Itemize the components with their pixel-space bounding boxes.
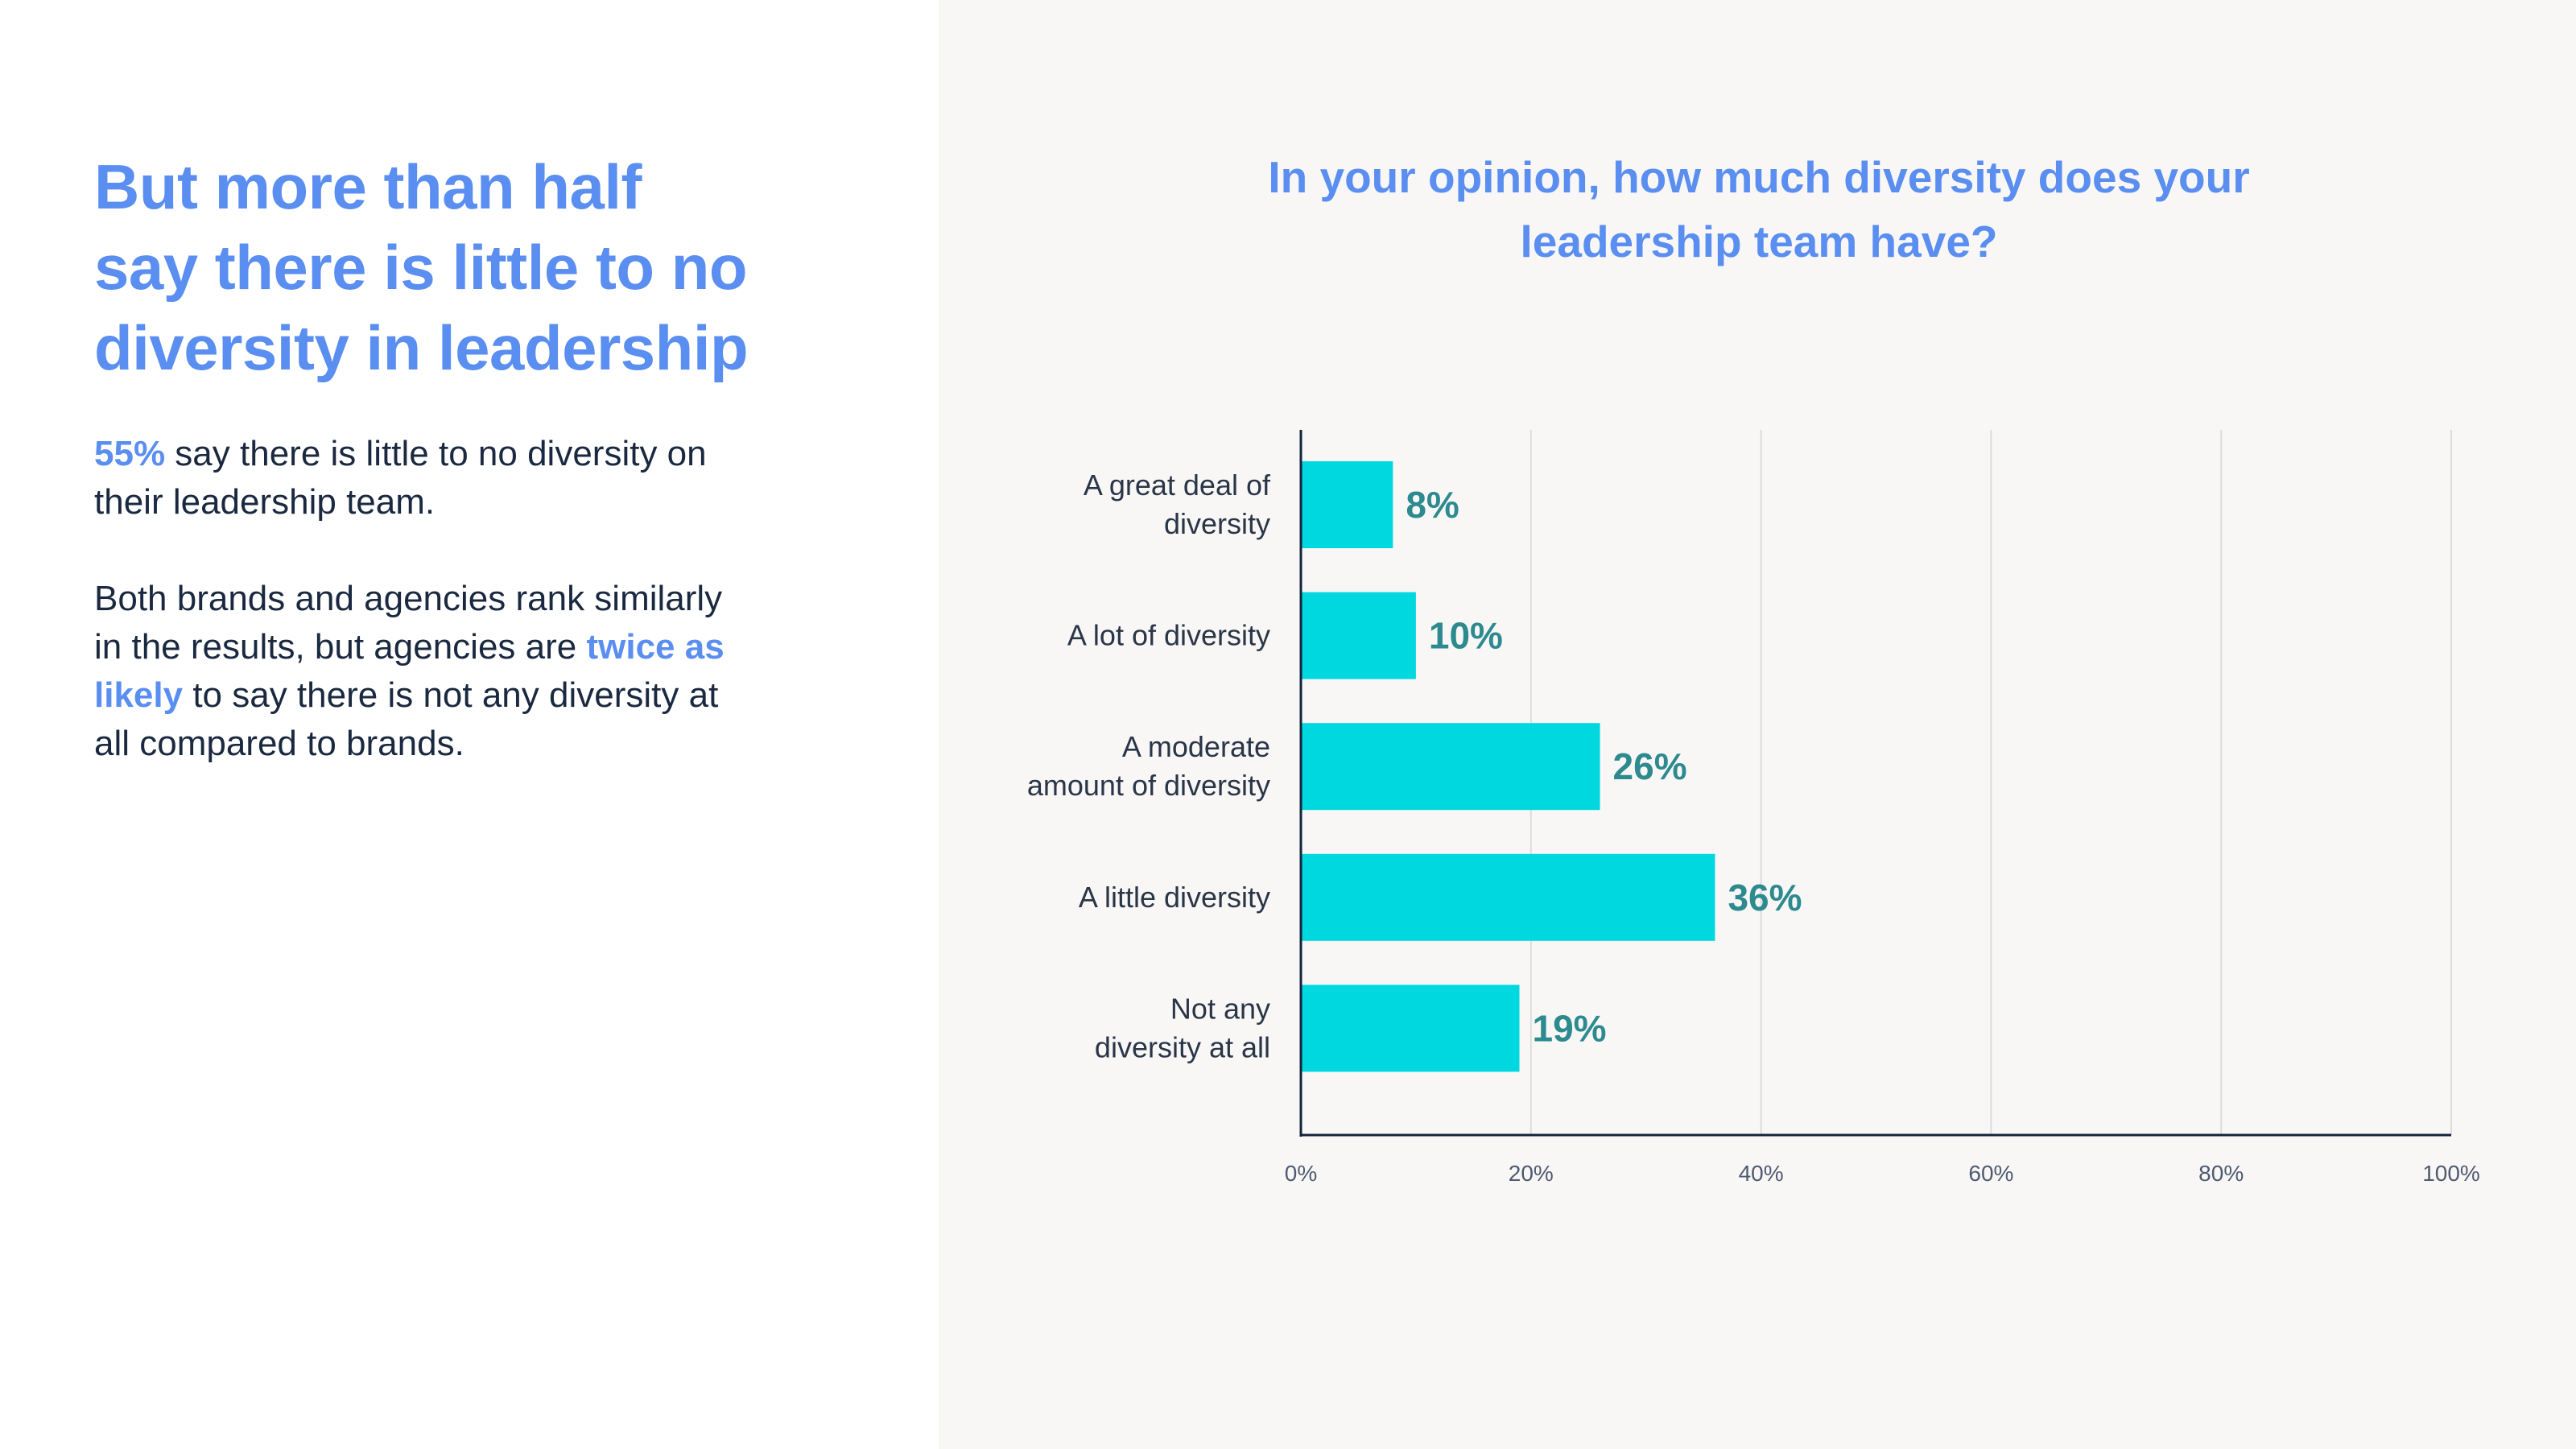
- headline-line: diversity in leadership: [94, 312, 749, 383]
- highlight-stat: 55%: [94, 434, 166, 473]
- category-label: A little diversity: [1079, 881, 1270, 914]
- chart-title: In your opinion, how much diversity does…: [1208, 145, 2310, 274]
- text: their leadership team.: [94, 482, 436, 522]
- text: say there is little to no diversity on: [165, 434, 707, 473]
- x-tick-label: 80%: [2198, 1161, 2244, 1186]
- data-label: 19%: [1533, 1007, 1607, 1049]
- data-label: 36%: [1728, 877, 1802, 919]
- body-text: 55% say there is little to no diversity …: [94, 430, 770, 816]
- category-label: A great deal of: [1084, 469, 1271, 502]
- headline-line: But more than half: [94, 151, 642, 222]
- category-label: A lot of diversity: [1067, 619, 1270, 652]
- bar: [1301, 985, 1520, 1072]
- category-label: amount of diversity: [1027, 769, 1270, 802]
- headline-line: say there is little to no: [94, 232, 748, 303]
- highlight-text: twice as: [586, 627, 724, 667]
- x-tick-label: 60%: [1968, 1161, 2013, 1186]
- x-tick-label: 100%: [2422, 1161, 2480, 1186]
- headline: But more than half say there is little t…: [94, 147, 899, 388]
- category-label: Not any: [1170, 992, 1270, 1025]
- text: to say there is not any diversity at: [183, 675, 719, 715]
- category-label: diversity: [1164, 507, 1270, 540]
- text: in the results, but agencies are: [94, 627, 587, 667]
- bar: [1301, 853, 1715, 941]
- bar: [1301, 461, 1393, 548]
- bar: [1301, 723, 1600, 811]
- bar: [1301, 592, 1416, 679]
- chart-title-line: leadership team have?: [1520, 217, 1998, 266]
- text: Both brands and agencies rank similarly: [94, 579, 723, 618]
- chart-title-line: In your opinion, how much diversity does…: [1268, 152, 2250, 202]
- x-tick-label: 40%: [1739, 1161, 1784, 1186]
- left-panel: But more than half say there is little t…: [0, 0, 939, 1449]
- data-label: 8%: [1406, 484, 1459, 526]
- highlight-text: likely: [94, 675, 184, 715]
- right-panel: [939, 0, 2576, 1449]
- paragraph-summary: 55% say there is little to no diversity …: [94, 430, 770, 526]
- text: all compared to brands.: [94, 724, 464, 763]
- x-tick-label: 0%: [1285, 1161, 1317, 1186]
- data-label: 10%: [1429, 615, 1503, 657]
- category-label: diversity at all: [1095, 1030, 1270, 1063]
- x-tick-label: 20%: [1509, 1161, 1554, 1186]
- data-label: 26%: [1613, 745, 1687, 787]
- paragraph-detail: Both brands and agencies rank similarly …: [94, 575, 770, 768]
- category-label: A moderate: [1122, 730, 1270, 763]
